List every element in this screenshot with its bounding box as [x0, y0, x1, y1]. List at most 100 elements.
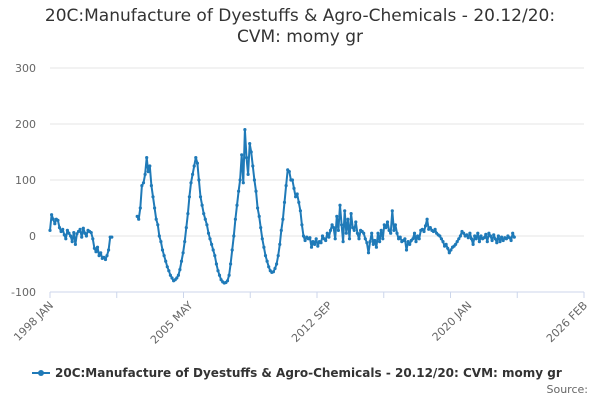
data-point: [488, 234, 493, 238]
data-point: [414, 240, 418, 244]
data-point: [203, 217, 207, 221]
data-point: [365, 241, 369, 245]
data-point: [357, 237, 361, 241]
data-point: [56, 218, 60, 222]
data-point: [447, 251, 451, 255]
data-point: [346, 217, 350, 221]
data-point: [431, 229, 436, 234]
data-point: [154, 217, 158, 221]
data-point: [500, 235, 504, 239]
data-point: [335, 214, 339, 218]
data-point: [320, 234, 325, 238]
data-point: [159, 240, 163, 244]
data-point: [462, 231, 466, 235]
data-point: [471, 242, 475, 246]
data-point: [57, 226, 62, 230]
chart-title-line-2: CVM: momy gr: [236, 27, 364, 47]
data-point: [260, 237, 264, 241]
data-point: [183, 240, 187, 244]
data-point: [225, 279, 230, 283]
data-point: [179, 259, 184, 263]
data-point: [110, 235, 114, 239]
data-point: [81, 226, 85, 230]
data-point: [422, 229, 426, 234]
data-point: [284, 184, 288, 188]
data-point: [333, 237, 337, 241]
data-point: [428, 226, 432, 230]
data-point: [404, 248, 409, 252]
data-point: [205, 223, 209, 227]
data-point: [332, 226, 336, 230]
data-point: [294, 195, 298, 199]
data-point: [62, 233, 66, 237]
data-point: [449, 248, 453, 252]
data-point: [484, 232, 488, 236]
data-point: [343, 209, 347, 213]
y-tick-label: -100: [11, 286, 36, 299]
data-point: [263, 254, 268, 258]
data-point: [340, 223, 344, 227]
data-point: [197, 178, 201, 182]
series-line-segment: [136, 128, 516, 284]
data-point: [267, 265, 271, 269]
data-point: [75, 232, 79, 236]
data-point: [276, 254, 280, 258]
data-point: [48, 228, 52, 232]
data-point: [70, 240, 74, 244]
data-point: [511, 231, 515, 235]
data-point: [175, 276, 179, 280]
x-tick-label: 2012 SEP: [289, 299, 335, 345]
data-point: [186, 212, 190, 216]
data-point: [349, 212, 353, 216]
data-point: [423, 224, 428, 228]
data-point: [439, 237, 443, 241]
data-point: [366, 251, 371, 255]
data-point: [69, 234, 73, 238]
data-point: [458, 234, 462, 238]
data-point: [61, 227, 65, 231]
data-point: [325, 231, 329, 235]
legend-item[interactable]: 20C:Manufacture of Dyestuffs & Agro-Chem…: [32, 366, 562, 380]
data-point: [341, 240, 345, 244]
data-point: [156, 223, 160, 227]
data-point: [379, 228, 383, 232]
data-point: [330, 223, 334, 227]
data-point: [381, 237, 385, 241]
data-point: [281, 217, 285, 221]
series-line: [48, 128, 516, 285]
data-point: [254, 189, 258, 193]
data-point: [336, 228, 340, 232]
data-point: [292, 186, 296, 190]
data-point: [141, 181, 146, 185]
data-point: [354, 220, 358, 224]
data-point: [211, 248, 215, 252]
y-tick-label: 300: [15, 62, 36, 75]
data-point: [246, 172, 250, 176]
data-point: [165, 265, 169, 269]
data-point: [72, 231, 76, 235]
data-point: [227, 273, 231, 277]
data-point: [157, 234, 161, 238]
data-point: [308, 236, 312, 240]
data-point: [84, 234, 88, 238]
data-point: [374, 245, 378, 249]
data-point: [192, 164, 196, 168]
data-point: [509, 238, 513, 243]
data-point: [213, 254, 217, 258]
data-point: [135, 214, 139, 218]
data-point: [78, 227, 82, 231]
data-point: [433, 227, 437, 231]
data-point: [279, 228, 283, 232]
data-point: [373, 238, 377, 243]
data-point: [170, 276, 174, 280]
data-point: [441, 240, 445, 244]
data-point: [194, 156, 198, 160]
data-point: [411, 237, 415, 241]
data-point: [94, 250, 98, 254]
data-point: [92, 246, 96, 250]
data-point: [371, 242, 375, 246]
x-tick-label: 2020 JAN: [430, 299, 475, 344]
data-point: [457, 237, 461, 241]
data-point: [303, 238, 307, 243]
